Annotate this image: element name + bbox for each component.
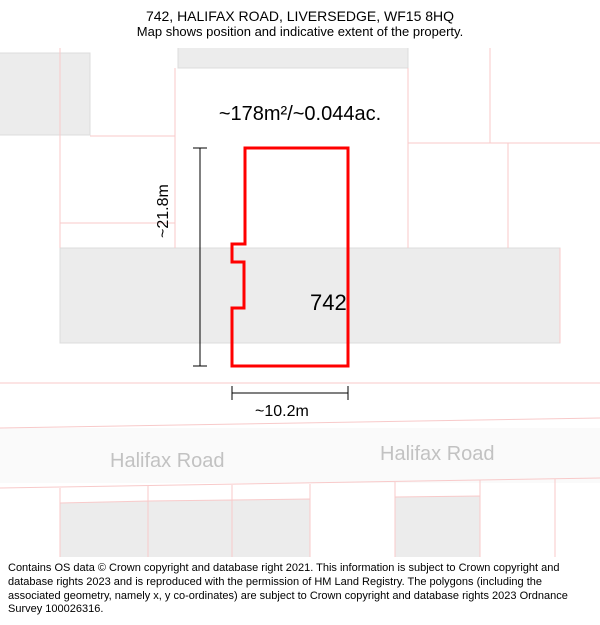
map-subtitle: Map shows position and indicative extent… xyxy=(10,24,590,39)
horizontal-dimension-label: ~10.2m xyxy=(255,403,309,421)
area-label: ~178m²/~0.044ac. xyxy=(0,103,600,126)
road-label: Halifax Road xyxy=(110,450,225,473)
copyright-footer: Contains OS data © Crown copyright and d… xyxy=(0,557,600,625)
house-number-label: 742 xyxy=(310,290,347,316)
property-title: 742, HALIFAX ROAD, LIVERSEDGE, WF15 8HQ xyxy=(10,8,590,24)
map-area: ~178m²/~0.044ac. 742 ~21.8m ~10.2m Halif… xyxy=(0,48,600,558)
header: 742, HALIFAX ROAD, LIVERSEDGE, WF15 8HQ … xyxy=(0,0,600,43)
vertical-dimension-label: ~21.8m xyxy=(155,184,173,238)
road-label: Halifax Road xyxy=(380,443,495,466)
